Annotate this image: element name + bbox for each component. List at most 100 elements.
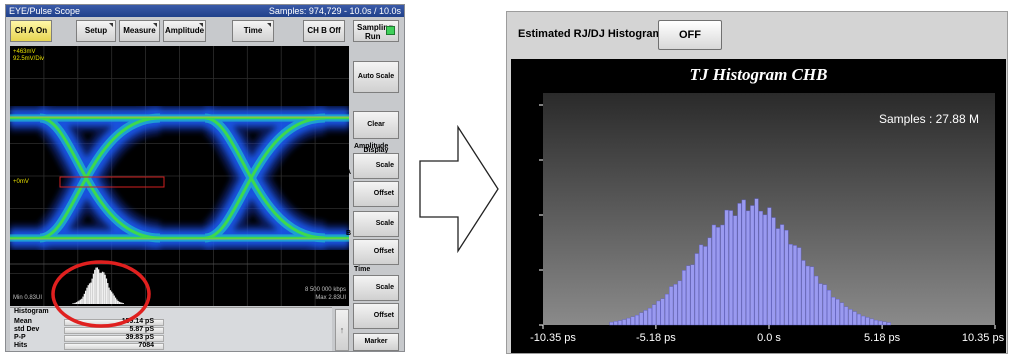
stat-value-box (64, 335, 164, 342)
histogram-bar (869, 318, 874, 326)
histogram-stat-row: std Dev 5.87 pS (14, 326, 314, 334)
eye-diagram-screen: +463mV 92.5mV/Div +0mV 8 500 000 kbps Mi… (10, 46, 349, 306)
histogram-bar (882, 321, 887, 326)
sampling-label: Sampling (357, 23, 394, 32)
bit-rate-label: 8 500 000 kbps (304, 287, 346, 293)
cha-on-button[interactable]: CH A On (10, 20, 52, 42)
amplitude-a-scale-button[interactable]: Scale (353, 153, 399, 179)
top-voltage-label: +463mV (13, 49, 36, 55)
histogram-bar (681, 270, 687, 326)
histogram-bar (613, 321, 618, 326)
histogram-bar (720, 224, 725, 326)
min-ui-label: Min 0.83UI (13, 295, 43, 301)
rj-dj-histogram-window: Estimated RJ/DJ Histogram OFF -10.35 ps -… (506, 11, 1008, 354)
histogram-window-box (59, 176, 165, 188)
amplitude-heading: Amplitude (354, 143, 389, 150)
stat-value-box (64, 343, 164, 350)
histogram-bar (699, 244, 704, 326)
marker-button[interactable]: Marker (353, 333, 399, 351)
measure-button[interactable]: Measure (119, 20, 160, 42)
histogram-bar (809, 266, 815, 326)
histogram-heading: Histogram (14, 308, 49, 315)
histogram-bar (609, 321, 614, 326)
histogram-bar (801, 260, 806, 326)
histogram-bar (639, 312, 644, 326)
x-tick-label: -10.35 ps (530, 332, 576, 344)
time-scale-button[interactable]: Scale (353, 275, 399, 301)
histogram-bar (780, 224, 785, 326)
histogram-bar (728, 210, 733, 326)
stat-value: 39.83 pS (125, 334, 154, 341)
eye-diagram (10, 46, 349, 306)
amplitude-button[interactable]: Amplitude (163, 20, 206, 42)
eye-pulse-scope-window: EYE/Pulse Scope Samples: 974,729 - 10.0s… (5, 4, 405, 352)
histogram-bar (848, 309, 853, 326)
time-offset-button[interactable]: Offset (353, 303, 399, 329)
histogram-bar (827, 289, 832, 326)
amplitude-b-scale-button[interactable]: Scale (353, 211, 399, 237)
stat-value: 5.87 pS (129, 326, 154, 333)
rj-header: Estimated RJ/DJ Histogram OFF (507, 12, 1007, 59)
histogram-bar (797, 247, 802, 326)
histogram-bar (861, 315, 866, 326)
histogram-bar (647, 307, 652, 326)
off-button[interactable]: OFF (658, 20, 722, 50)
histogram-bar (852, 311, 857, 326)
histogram-bar (716, 227, 721, 326)
histogram-bar (630, 316, 635, 326)
histogram-bar (874, 319, 879, 326)
zero-level-label: +0mV (13, 179, 29, 185)
stat-key: P-P (14, 334, 26, 341)
histogram-bar (844, 306, 849, 326)
histogram-bar (669, 286, 674, 326)
arrow-outline (419, 125, 499, 253)
x-tick-label: 10.35 ps (962, 332, 1005, 344)
histogram-bar (677, 280, 682, 326)
auto-scale-button[interactable]: Auto Scale (353, 61, 399, 93)
eye-traces (10, 101, 349, 255)
histogram-bar (724, 209, 729, 326)
histogram-bar (856, 313, 862, 326)
scroll-up-arrow-icon[interactable]: ↑ (335, 309, 349, 351)
sampling-status-led (386, 26, 395, 35)
histogram-bar (690, 264, 695, 326)
histogram-bar (886, 322, 891, 326)
setup-button[interactable]: Setup (76, 20, 116, 42)
histogram-bar (664, 293, 669, 326)
amplitude-b-offset-button[interactable]: Offset (353, 239, 399, 265)
tj-histogram-plot: -10.35 ps -5.18 ps 0.0 s 5.18 ps 10.35 ps Sa… (511, 59, 1006, 353)
histogram-bar (758, 210, 763, 326)
stat-value: 7084 (138, 342, 154, 349)
histogram-bar (643, 310, 648, 326)
mini-histogram (72, 267, 124, 304)
histogram-bar (707, 237, 712, 326)
amplitude-scale-label: +463mV 92.5mV/Div (13, 49, 44, 63)
histogram-bar (745, 210, 751, 326)
histogram-bar (652, 304, 657, 326)
histogram-bar (818, 283, 823, 326)
max-ui-label: Max 2.83UI (315, 295, 346, 301)
histogram-bar (775, 228, 780, 326)
amplitude-a-offset-button[interactable]: Offset (353, 181, 399, 207)
scope-title: EYE/Pulse Scope (9, 6, 81, 16)
histogram-bar (750, 205, 755, 326)
histogram-bar (831, 297, 836, 326)
stat-key: Hits (14, 342, 28, 349)
histogram-bar (656, 300, 661, 326)
time-button[interactable]: Time (232, 20, 274, 42)
histogram-bar (741, 199, 746, 326)
tj-histogram-chart: -10.35 ps -5.18 ps 0.0 s 5.18 ps 10.35 ps Sa… (530, 93, 1005, 344)
histogram-stat-row: Mean 159.14 pS (14, 318, 314, 326)
scope-title-bar: EYE/Pulse Scope Samples: 974,729 - 10.0s… (6, 5, 404, 17)
sampling-run-button[interactable]: Sampling Run (353, 20, 399, 42)
histogram-bar (822, 284, 827, 326)
samples-label: Samples : 27.88 M (879, 112, 979, 126)
chb-off-button[interactable]: CH B Off (303, 20, 345, 42)
clear-display-button[interactable]: Clear Display (353, 111, 399, 154)
volts-per-div-label: 92.5mV/Div (13, 56, 45, 62)
stat-value: 159.14 pS (121, 318, 154, 325)
histogram-bar (626, 317, 631, 326)
histogram-bar (754, 198, 759, 326)
histogram-bar (694, 253, 699, 326)
channel-b-marker: B (346, 230, 352, 237)
